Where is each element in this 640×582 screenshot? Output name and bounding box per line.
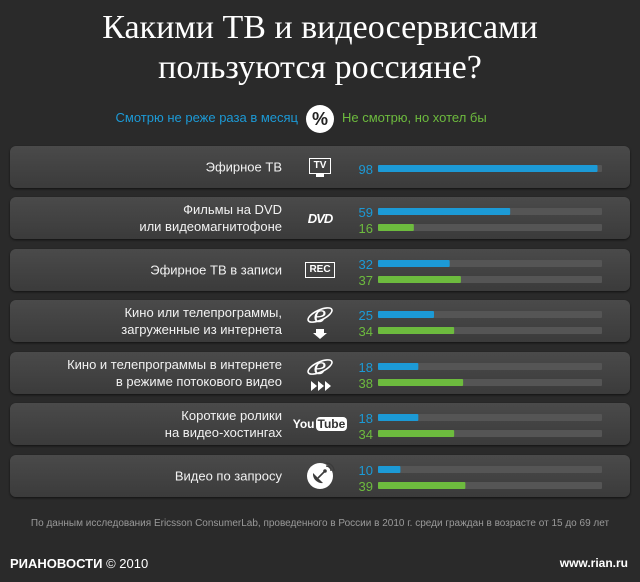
svg-text:e: e [313,355,326,380]
row-label: Кино и телепрограммы в интернете в режим… [2,356,282,390]
title-line-1: Какими ТВ и видеосервисами [102,9,538,46]
row-label: Эфирное ТВ в записи [2,262,282,279]
chart-title: Какими ТВ и видеосервисами пользуются ро… [0,8,640,88]
rec-icon: REC [300,255,340,285]
legend-green-label: Не смотрю, но хотел бы [342,110,487,125]
row-label-line-1: Эфирное ТВ в записи [150,262,282,278]
dvd-icon-text: DVD [307,210,333,226]
row-card-2: Фильмы на DVD или видеомагнитофоне DVD [10,197,630,239]
row-label: Видео по запросу [2,468,282,485]
row-label-line-1: Короткие ролики [181,408,282,423]
footnote: По данным исследования Ericsson Consumer… [30,518,610,529]
rec-icon-text: REC [305,262,335,278]
row-label: Кино или телепрограммы, загруженные из и… [2,304,282,338]
ie-stream-icon: e [300,355,340,391]
row-card-5: Кино и телепрограммы в интернете в режим… [10,352,630,394]
youtube-icon: You Tube [293,409,348,439]
title-line-2: пользуются россияне? [158,49,482,86]
row-label-line-2: на видео-хостингах [164,425,282,440]
row-label: Фильмы на DVD или видеомагнитофоне [2,201,282,235]
row-label: Эфирное ТВ [2,159,282,176]
satellite-icon [300,461,340,491]
ie-download-icon: e [300,303,340,339]
row-label: Короткие ролики на видео-хостингах [2,407,282,441]
youtube-icon-you: You [292,417,315,431]
row-card-7: Видео по запросу [10,455,630,497]
row-label-line-2: загруженные из интернета [121,322,282,337]
row-label-line-1: Эфирное ТВ [205,159,282,175]
row-card-1: Эфирное ТВ TV [10,146,630,188]
footer-url: www.rian.ru [559,556,628,570]
row-label-line-2: или видеомагнитофоне [139,219,282,234]
row-label-line-2: в режиме потокового видео [115,374,282,389]
row-label-line-1: Кино или телепрограммы, [124,305,282,320]
svg-text:e: e [313,303,326,328]
tv-icon: TV [300,152,340,182]
row-label-line-1: Кино и телепрограммы в интернете [67,357,282,372]
footer-brand: РИАНОВОСТИ © 2010 [10,556,148,571]
row-label-line-1: Фильмы на DVD [183,202,282,217]
dvd-icon: DVD [300,203,340,233]
copyright: © 2010 [106,556,149,571]
tv-icon-text: TV [308,157,332,174]
row-card-6: Короткие ролики на видео-хостингах You Tu… [10,403,630,445]
brand-logo-text: РИАНОВОСТИ [10,556,103,571]
row-card-3: Эфирное ТВ в записи REC [10,249,630,291]
percent-badge: % [306,105,334,133]
row-label-line-1: Видео по запросу [174,468,282,484]
youtube-icon-tube: Tube [315,417,348,431]
legend-blue-label: Смотрю не реже раза в месяц [115,110,298,125]
row-card-4: Кино или телепрограммы, загруженные из и… [10,300,630,342]
